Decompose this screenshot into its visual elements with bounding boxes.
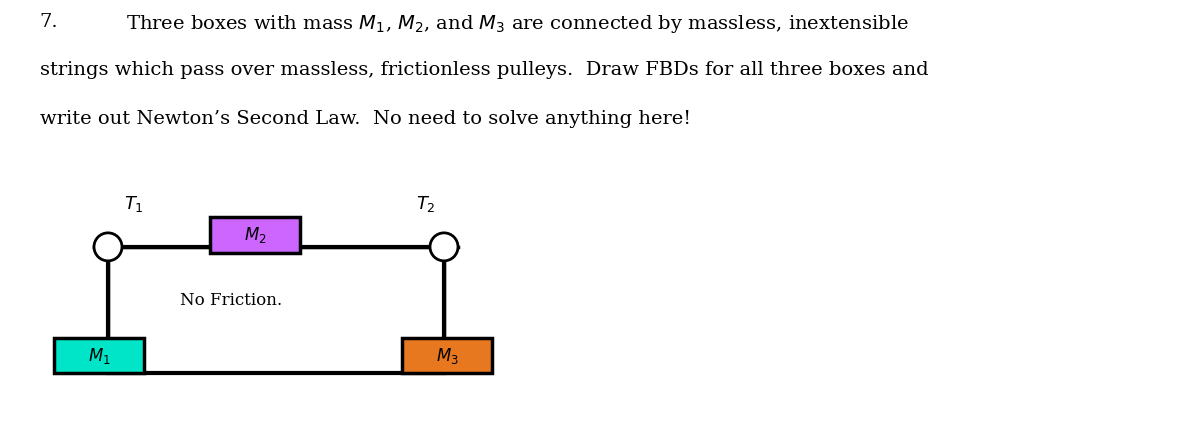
FancyBboxPatch shape	[108, 247, 444, 373]
Text: $T_1$: $T_1$	[125, 194, 144, 214]
FancyBboxPatch shape	[210, 217, 300, 253]
Text: 7.: 7.	[40, 13, 59, 31]
Text: $T_2$: $T_2$	[416, 194, 436, 214]
FancyBboxPatch shape	[54, 338, 144, 373]
Text: Three boxes with mass $M_1$, $M_2$, and $M_3$ are connected by massless, inexten: Three boxes with mass $M_1$, $M_2$, and …	[126, 13, 908, 35]
Text: $M_2$: $M_2$	[244, 225, 266, 245]
Ellipse shape	[430, 233, 458, 261]
Text: strings which pass over massless, frictionless pulleys.  Draw FBDs for all three: strings which pass over massless, fricti…	[40, 61, 929, 79]
Text: $M_3$: $M_3$	[436, 346, 458, 365]
Ellipse shape	[94, 233, 122, 261]
Text: write out Newton’s Second Law.  No need to solve anything here!: write out Newton’s Second Law. No need t…	[40, 110, 691, 128]
FancyBboxPatch shape	[402, 338, 492, 373]
Text: No Friction.: No Friction.	[180, 292, 282, 308]
Text: $M_1$: $M_1$	[88, 346, 110, 365]
